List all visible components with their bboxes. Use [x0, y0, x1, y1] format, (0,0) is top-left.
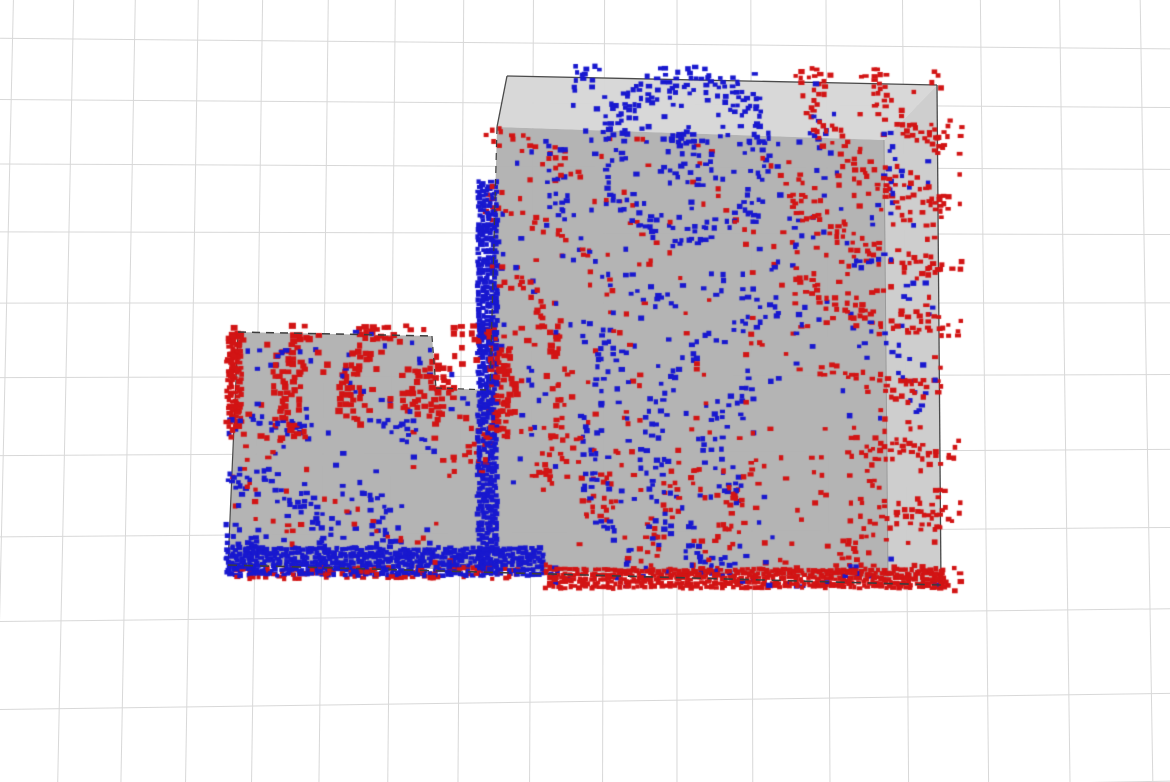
step-top-edge [237, 331, 433, 337]
bottom-edge [227, 564, 942, 586]
notch-horizontal-edge [435, 387, 491, 391]
notch-vertical-edge [431, 335, 437, 389]
box-left-edge [489, 126, 498, 391]
